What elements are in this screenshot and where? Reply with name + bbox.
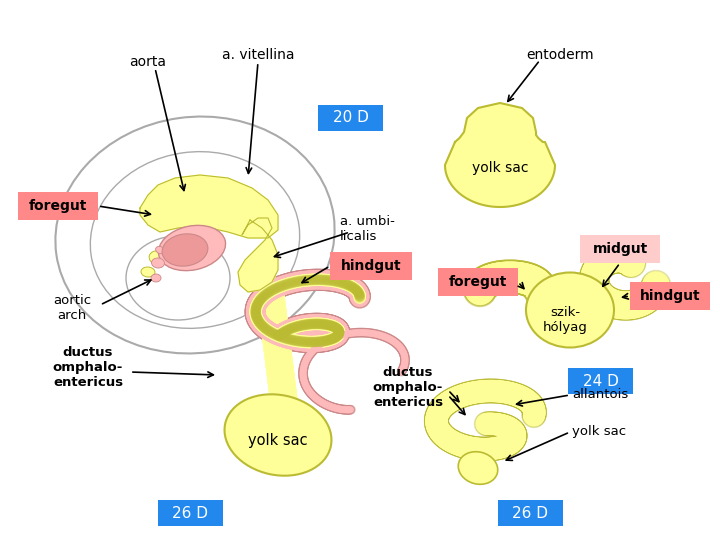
Text: midgut: midgut: [593, 242, 647, 256]
Text: hindgut: hindgut: [639, 289, 701, 303]
Text: a. umbi-
licalis: a. umbi- licalis: [340, 215, 395, 243]
FancyBboxPatch shape: [568, 368, 633, 394]
FancyBboxPatch shape: [498, 500, 563, 526]
Text: ductus
omphalo-
entericus: ductus omphalo- entericus: [53, 347, 123, 389]
FancyBboxPatch shape: [158, 500, 223, 526]
Text: 24 D: 24 D: [582, 374, 618, 388]
Text: aorta: aorta: [130, 55, 166, 69]
FancyBboxPatch shape: [18, 192, 98, 220]
Text: foregut: foregut: [29, 199, 87, 213]
Polygon shape: [140, 175, 278, 238]
Ellipse shape: [158, 225, 225, 271]
Text: foregut: foregut: [449, 275, 507, 289]
FancyBboxPatch shape: [438, 268, 518, 296]
Ellipse shape: [225, 394, 331, 476]
Text: aortic
arch: aortic arch: [53, 294, 91, 322]
Polygon shape: [238, 218, 278, 292]
Ellipse shape: [151, 258, 164, 268]
Text: szik-
hólyag: szik- hólyag: [543, 306, 588, 334]
FancyBboxPatch shape: [318, 105, 383, 131]
Text: entoderm: entoderm: [526, 48, 594, 62]
Ellipse shape: [526, 273, 614, 348]
Text: 20 D: 20 D: [333, 111, 369, 125]
Text: yolk sac: yolk sac: [572, 426, 626, 438]
Text: yolk sac: yolk sac: [248, 433, 308, 448]
Text: ductus
omphalo-
entericus: ductus omphalo- entericus: [373, 367, 444, 409]
Text: 26 D: 26 D: [173, 505, 209, 521]
FancyBboxPatch shape: [630, 282, 710, 310]
Text: hindgut: hindgut: [341, 259, 401, 273]
Text: a. vitellina: a. vitellina: [222, 48, 294, 62]
Polygon shape: [445, 103, 555, 207]
Ellipse shape: [149, 251, 167, 265]
Ellipse shape: [151, 274, 161, 282]
Ellipse shape: [156, 246, 164, 254]
Text: allantois: allantois: [572, 388, 629, 402]
FancyBboxPatch shape: [580, 235, 660, 263]
Ellipse shape: [162, 234, 208, 266]
Text: 26 D: 26 D: [513, 505, 549, 521]
Text: yolk sac: yolk sac: [472, 161, 528, 175]
Ellipse shape: [458, 451, 498, 484]
Ellipse shape: [141, 267, 155, 277]
FancyBboxPatch shape: [330, 252, 412, 280]
